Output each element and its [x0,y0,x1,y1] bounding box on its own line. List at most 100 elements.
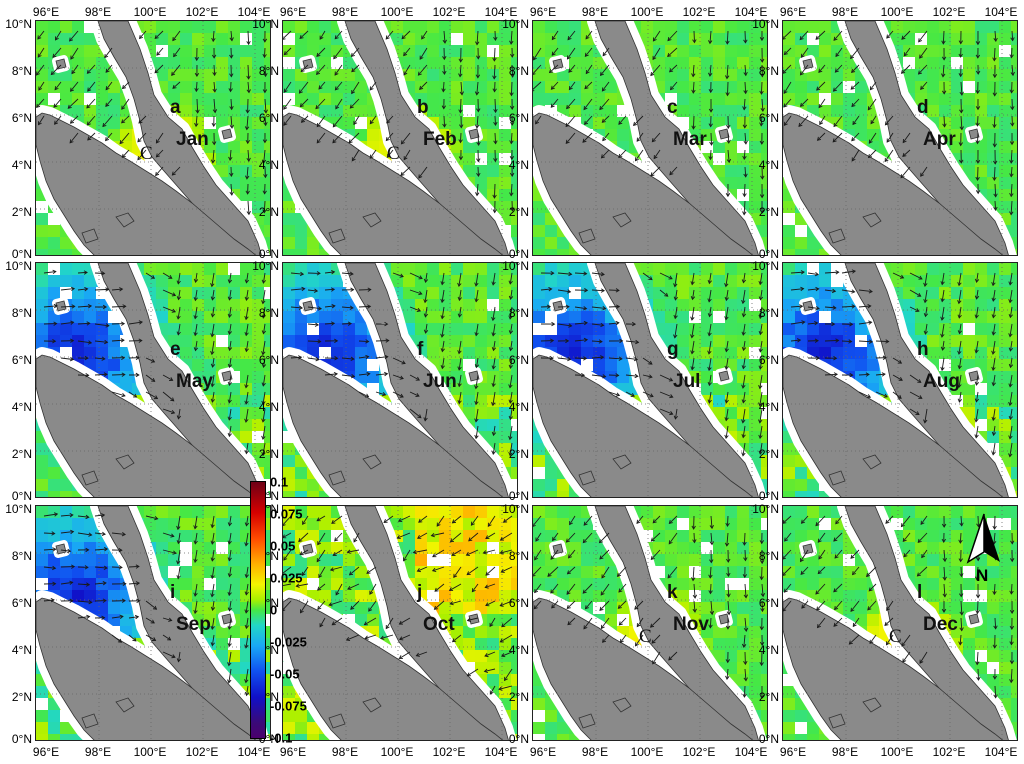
y-tick-label: 8°N [258,64,279,78]
panel-month: May [176,371,213,392]
land-mass [36,354,257,497]
panel-month: Dec [923,614,958,635]
y-tick-label: 0°N [11,732,32,746]
x-tick-label: 100°E [630,745,664,759]
land-mass [828,228,846,244]
x-tick-label: 100°E [880,745,914,759]
land-mass [302,58,314,70]
land-mass [828,713,846,729]
current-map-nov: k Nov C [533,506,767,740]
x-tick-label: 100°E [630,5,664,19]
y-tick-label: 10°N [502,259,529,273]
land-mass [533,354,754,497]
land-mass [862,212,882,228]
map-panel-sep: i Sep [35,505,271,741]
north-arrow-label: N [976,566,989,585]
panel-letter: k [667,582,678,603]
y-tick-label: 6°N [758,111,779,125]
land-mass [828,470,846,486]
current-arrows [283,515,513,695]
y-tick-label: 10°N [5,259,32,273]
x-tick-label: 102°E [185,5,219,19]
land-mass [36,597,257,740]
colorbar-tick-label: 0.1 [270,474,289,490]
panel-month: Oct [423,614,455,635]
panel-letter: h [917,339,929,360]
x-tick-label: 104°E [237,745,271,759]
land-mass [328,713,346,729]
map-panel-jun: f Jun [282,262,518,498]
y-tick-label: 10°N [752,259,779,273]
map-panel-may: e May [35,262,271,498]
y-tick-label: 6°N [258,353,279,367]
land-mass [844,21,1009,255]
x-tick-label: 102°E [185,745,219,759]
y-tick-label: 8°N [508,64,529,78]
current-map-jan: a Jan C [36,21,270,255]
current-map-may: e May [36,263,270,497]
x-tick-label: 96°E [529,745,557,759]
y-tick-label: 6°N [11,111,32,125]
y-tick-label: 0°N [758,489,779,503]
x-tick-label: 104°E [484,5,518,19]
x-tick-label: 98°E [831,5,859,19]
current-arrows [283,30,515,214]
x-tick-label: 96°E [279,745,307,759]
land-mass [97,263,262,497]
x-tick-label: 104°E [734,745,768,759]
y-tick-label: 4°N [11,158,32,172]
land-mass [968,370,980,382]
x-tick-label: 102°E [932,5,966,19]
land-mass [862,454,882,470]
y-tick-label: 0°N [508,489,529,503]
land-mass [97,21,262,255]
y-tick-label: 4°N [508,158,529,172]
land-mass [97,506,262,740]
land-mass [968,128,980,140]
x-tick-label: 104°E [984,5,1018,19]
land-mass [718,370,730,382]
y-tick-label: 2°N [508,205,529,219]
map-panel-jan: a Jan C [35,20,271,256]
current-arrows [783,30,1015,216]
land-mass [802,543,814,555]
y-tick-label: 10°N [5,502,32,516]
x-tick-label: 100°E [880,5,914,19]
y-tick-label: 4°N [508,400,529,414]
x-tick-label: 104°E [237,5,271,19]
y-tick-label: 8°N [508,549,529,563]
land-mass [594,506,759,740]
land-mass [283,597,504,740]
land-mass [783,354,1004,497]
y-tick-label: 0°N [758,732,779,746]
map-panel-oct: j Oct [282,505,518,741]
land-mass [594,263,759,497]
y-tick-label: 2°N [758,205,779,219]
land-mass [594,21,759,255]
convergence-marker: C [387,143,400,164]
panel-month: Mar [673,129,707,150]
y-tick-label: 2°N [11,447,32,461]
map-panel-apr: d Apr [782,20,1018,256]
panel-letter: f [417,339,424,360]
current-arrows [533,30,765,216]
land-mass [344,21,509,255]
y-tick-label: 4°N [258,158,279,172]
land-mass [362,454,382,470]
land-mass [221,128,233,140]
panel-letter: e [170,339,181,360]
land-mass [802,300,814,312]
y-tick-label: 10°N [252,259,279,273]
y-tick-label: 4°N [11,643,32,657]
current-arrows [36,30,268,216]
x-tick-label: 100°E [133,5,167,19]
land-mass [612,212,632,228]
x-tick-label: 102°E [432,5,466,19]
x-tick-label: 100°E [380,745,414,759]
land-mass [302,300,314,312]
land-mass [844,263,1009,497]
colorbar-gradient [250,481,266,739]
